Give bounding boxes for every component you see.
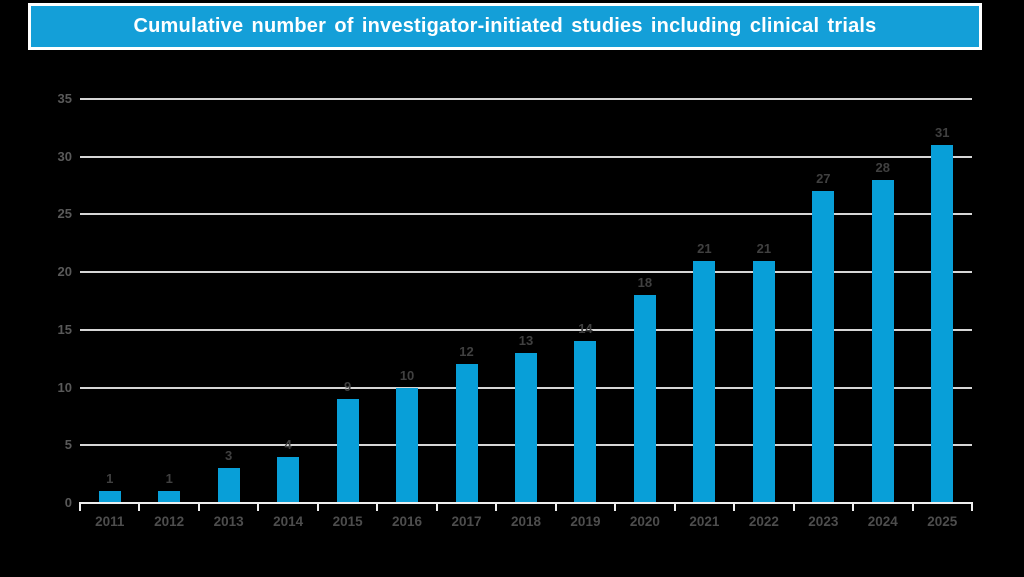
x-axis-tick-label: 2018 (510, 514, 542, 529)
bar-value-label: 9 (343, 379, 352, 394)
bar-value-label: 31 (935, 125, 950, 140)
axis-tick (911, 503, 914, 511)
x-axis-tick-label: 2020 (629, 514, 660, 529)
x-axis-tick-label: 2015 (332, 514, 363, 529)
x-axis-line (79, 502, 973, 504)
axis-tick (673, 503, 676, 511)
bar-value-label: 27 (816, 171, 831, 186)
x-axis-tick-label: 2014 (273, 514, 304, 529)
bar-2024 (871, 180, 894, 503)
x-axis-tick-label: 2025 (927, 514, 958, 529)
bar-2017 (455, 364, 478, 503)
chart-title: Cumulative number of investigator-initia… (133, 15, 877, 37)
axis-tick (852, 503, 855, 511)
x-axis-tick-label: 2016 (392, 514, 423, 529)
bar-2020 (633, 295, 656, 503)
y-axis-tick-label: 25 (57, 206, 72, 222)
x-axis-tick-label: 2024 (867, 514, 898, 529)
bar-2013 (217, 468, 240, 503)
axis-tick (733, 503, 736, 511)
y-axis-tick-label: 20 (57, 264, 72, 280)
axis-tick (197, 503, 200, 511)
bar-value-label: 1 (165, 471, 173, 486)
gridline-y35 (80, 98, 972, 100)
x-axis-tick-label: 2017 (451, 514, 482, 529)
x-axis-tick-label: 2021 (689, 514, 720, 529)
y-axis-tick-label: 15 (57, 321, 72, 337)
bar-value-label: 3 (225, 448, 233, 463)
bar-value-label: 14 (578, 321, 593, 336)
bar-2018 (515, 353, 537, 503)
gridline-y30 (80, 155, 972, 158)
axis-tick (495, 503, 498, 511)
bar-value-label: 1 (106, 471, 114, 486)
x-axis-tick-label: 2022 (748, 514, 779, 529)
bar-value-label: 13 (518, 333, 534, 348)
y-axis-tick-label: 35 (57, 91, 72, 106)
x-axis-tick-label: 2012 (154, 514, 185, 529)
bar-value-label: 4 (284, 437, 292, 452)
bar-value-label: 28 (875, 160, 891, 175)
axis-tick (316, 503, 319, 511)
axis-tick (138, 503, 141, 511)
bar-2022 (752, 261, 775, 503)
bar-2019 (574, 341, 597, 503)
bar-2021 (693, 261, 716, 503)
bar-value-label: 18 (637, 275, 653, 290)
axis-tick (614, 503, 617, 511)
bar-2014 (277, 457, 300, 503)
gridline-y25 (80, 213, 972, 216)
y-axis-tick-label: 5 (64, 437, 72, 453)
x-axis-tick-label: 2023 (808, 514, 839, 529)
y-axis-tick-label: 10 (57, 379, 72, 395)
bar-2023 (812, 191, 835, 503)
axis-tick (435, 503, 438, 511)
gridline-y15 (80, 328, 972, 331)
bar-value-label: 10 (399, 368, 415, 383)
axis-tick (257, 503, 260, 511)
bar-2015 (336, 399, 359, 503)
x-axis-tick-label: 2013 (213, 514, 244, 529)
bar-value-label: 21 (697, 241, 712, 256)
y-axis-tick-label: 0 (64, 495, 72, 510)
x-axis-tick-label: 2011 (95, 514, 125, 529)
title-banner: Cumulative number of investigator-initia… (28, 3, 982, 50)
axis-tick (376, 503, 379, 511)
axis-tick (554, 503, 557, 511)
bar-value-label: 12 (459, 344, 474, 359)
bar-2012 (158, 491, 181, 503)
axis-tick (79, 503, 81, 511)
bar-2016 (396, 388, 419, 503)
bar-2025 (931, 145, 954, 503)
y-axis-tick-label: 30 (57, 148, 72, 164)
bar-value-label: 21 (756, 241, 772, 256)
gridline-y20 (80, 271, 972, 274)
bar-2011 (98, 491, 121, 503)
axis-tick (971, 503, 973, 511)
axis-tick (792, 503, 795, 511)
x-axis-tick-label: 2019 (570, 514, 601, 529)
